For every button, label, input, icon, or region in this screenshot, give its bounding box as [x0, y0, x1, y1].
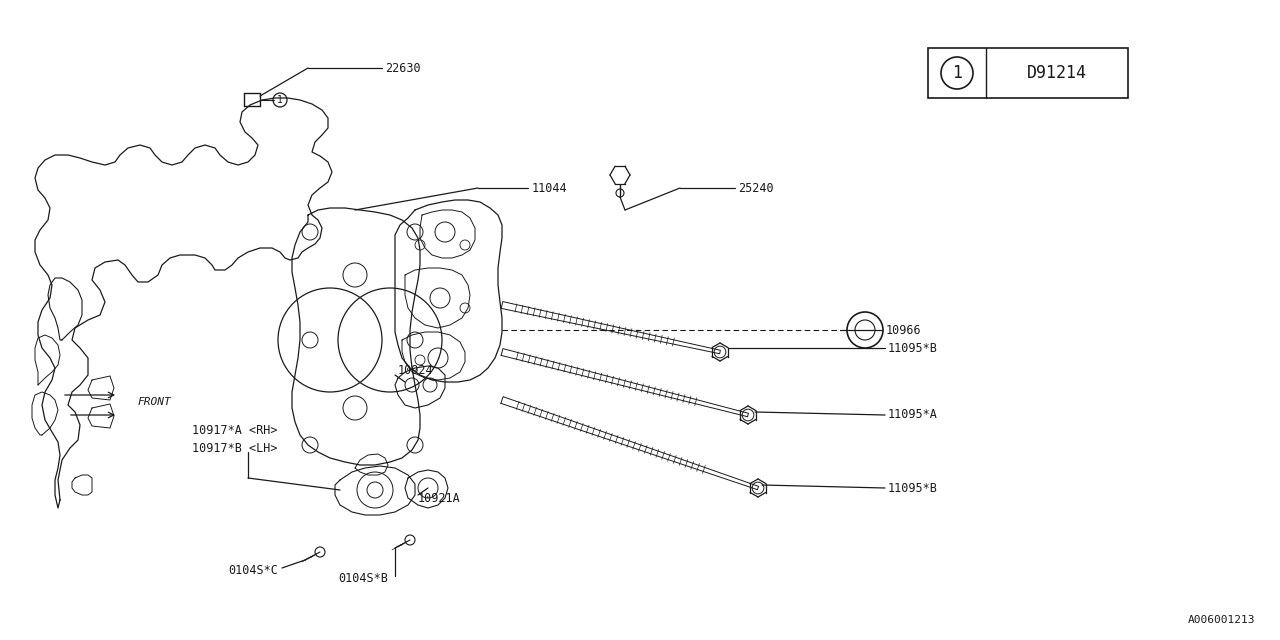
Text: 10921A: 10921A	[419, 492, 461, 504]
Text: 0104S*B: 0104S*B	[338, 572, 388, 584]
Text: D91214: D91214	[1027, 64, 1087, 82]
Text: 11044: 11044	[532, 182, 567, 195]
Text: 10924: 10924	[398, 364, 434, 376]
Text: 11095*B: 11095*B	[888, 342, 938, 355]
Text: A006001213: A006001213	[1188, 615, 1254, 625]
Text: 10917*A <RH>: 10917*A <RH>	[192, 424, 278, 436]
Text: 10917*B <LH>: 10917*B <LH>	[192, 442, 278, 454]
Text: 11095*A: 11095*A	[888, 408, 938, 422]
Text: 1: 1	[276, 95, 283, 105]
Polygon shape	[500, 397, 759, 490]
Polygon shape	[502, 349, 749, 417]
Text: FRONT: FRONT	[138, 397, 172, 407]
Text: 10966: 10966	[886, 323, 922, 337]
Polygon shape	[502, 301, 721, 354]
Text: 25240: 25240	[739, 182, 773, 195]
Text: 0104S*C: 0104S*C	[228, 563, 278, 577]
Text: 22630: 22630	[385, 61, 421, 74]
Text: 11095*B: 11095*B	[888, 481, 938, 495]
Text: 1: 1	[952, 64, 963, 82]
